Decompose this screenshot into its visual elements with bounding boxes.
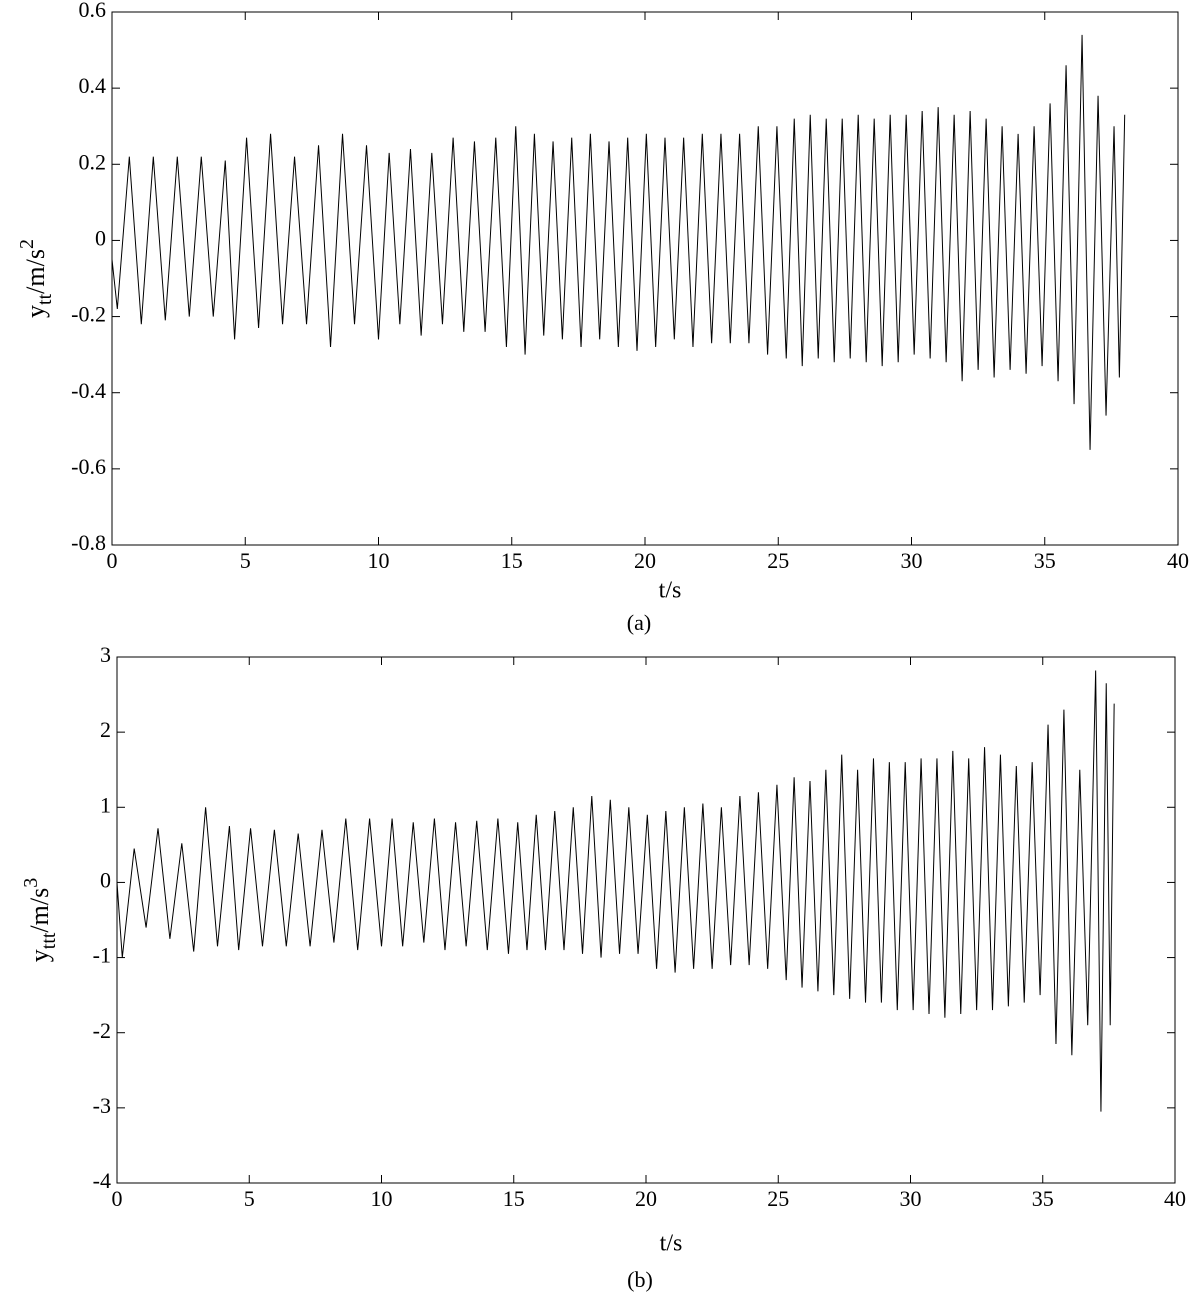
y-label-sup: 3: [20, 878, 42, 888]
y-tick-label: -0.2: [71, 302, 106, 327]
y-tick-label: 0.6: [79, 0, 107, 22]
x-tick-label: 10: [368, 548, 390, 573]
y-tick-label: -4: [93, 1168, 111, 1193]
x-tick-label: 0: [112, 1186, 123, 1211]
y-label-sub: ttt: [38, 932, 60, 949]
y-tick-label: 3: [100, 642, 111, 667]
y-tick-label: 0: [95, 225, 106, 250]
caption: (a): [627, 610, 651, 635]
x-tick-label: 40: [1167, 548, 1189, 573]
y-label-base: y: [25, 949, 54, 962]
x-tick-label: 35: [1032, 1186, 1054, 1211]
y-label-sup: 2: [16, 239, 38, 249]
x-axis-label: t/s: [660, 1231, 683, 1257]
x-axis-label: t/s: [659, 578, 682, 604]
x-tick-label: 30: [901, 548, 923, 573]
x-tick-label: 20: [635, 1186, 657, 1211]
caption: (b): [627, 1267, 653, 1292]
y-tick-label: 0.4: [79, 73, 107, 98]
y-tick-label: 0.2: [79, 149, 107, 174]
x-tick-label: 15: [503, 1186, 525, 1211]
y-tick-label: 0: [100, 867, 111, 892]
y-tick-label: -1: [93, 943, 111, 968]
x-tick-label: 15: [501, 548, 523, 573]
y-tick-label: -3: [93, 1093, 111, 1118]
x-tick-label: 40: [1164, 1186, 1186, 1211]
y-axis-label: yttt/m/s3: [20, 878, 60, 962]
y-tick-label: -2: [93, 1018, 111, 1043]
y-tick-label: 1: [100, 792, 111, 817]
y-tick-label: -0.6: [71, 454, 106, 479]
plot-frame: [116, 656, 1176, 1184]
y-label-sub: tt: [34, 293, 56, 305]
y-tick-label: -0.4: [71, 378, 106, 403]
x-tick-label: 20: [634, 548, 656, 573]
y-label-base: y: [21, 305, 50, 318]
x-tick-label: 5: [240, 548, 251, 573]
x-tick-label: 35: [1034, 548, 1056, 573]
x-tick-label: 30: [900, 1186, 922, 1211]
y-axis-label: ytt/m/s2: [16, 239, 56, 318]
x-tick-label: 0: [107, 548, 118, 573]
data-line: [116, 670, 1115, 1112]
plot-frame: [111, 11, 1179, 546]
y-label-unit: /m/s: [21, 249, 50, 294]
x-tick-label: 5: [244, 1186, 255, 1211]
y-tick-label: 2: [100, 717, 111, 742]
x-tick-label: 25: [767, 548, 789, 573]
data-line: [111, 34, 1126, 450]
y-tick-label: -0.8: [71, 530, 106, 555]
x-tick-label: 25: [767, 1186, 789, 1211]
x-tick-label: 10: [371, 1186, 393, 1211]
y-label-unit: /m/s: [25, 888, 54, 933]
